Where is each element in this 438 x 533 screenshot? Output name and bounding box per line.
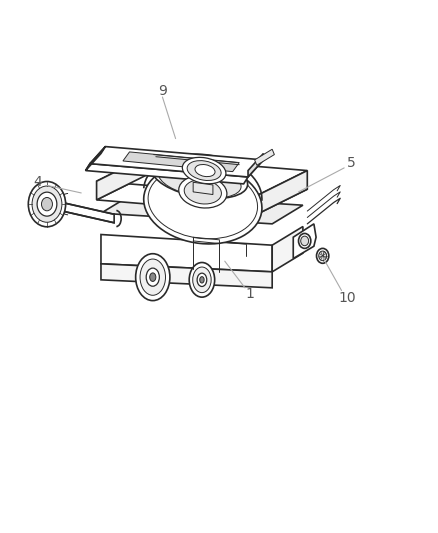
Ellipse shape <box>149 273 155 281</box>
Polygon shape <box>85 164 247 184</box>
Polygon shape <box>258 171 307 213</box>
Ellipse shape <box>184 180 221 204</box>
Polygon shape <box>123 152 239 172</box>
Polygon shape <box>293 224 315 259</box>
Ellipse shape <box>187 160 221 181</box>
Ellipse shape <box>194 165 215 176</box>
Text: 1: 1 <box>245 287 254 301</box>
Text: 10: 10 <box>337 292 355 305</box>
Ellipse shape <box>316 248 328 263</box>
Polygon shape <box>193 182 212 195</box>
Text: 9: 9 <box>158 84 166 98</box>
Ellipse shape <box>298 233 310 248</box>
Ellipse shape <box>37 192 57 216</box>
Polygon shape <box>96 157 145 200</box>
Ellipse shape <box>41 197 53 211</box>
Ellipse shape <box>178 176 226 208</box>
Ellipse shape <box>143 163 261 244</box>
Polygon shape <box>96 157 307 195</box>
Ellipse shape <box>182 157 226 184</box>
Ellipse shape <box>318 251 326 261</box>
Ellipse shape <box>152 156 247 198</box>
Ellipse shape <box>140 259 165 295</box>
Ellipse shape <box>300 236 308 246</box>
Ellipse shape <box>146 268 159 286</box>
Ellipse shape <box>199 277 204 283</box>
Polygon shape <box>272 227 302 272</box>
Ellipse shape <box>158 163 240 198</box>
Polygon shape <box>247 154 263 177</box>
Polygon shape <box>85 147 105 171</box>
Ellipse shape <box>135 254 170 301</box>
Polygon shape <box>254 149 274 165</box>
Text: 4: 4 <box>33 175 42 189</box>
Polygon shape <box>101 195 302 224</box>
Ellipse shape <box>192 267 211 293</box>
Ellipse shape <box>197 273 206 287</box>
Polygon shape <box>101 264 272 288</box>
Polygon shape <box>101 235 272 272</box>
Polygon shape <box>50 200 114 223</box>
Text: 5: 5 <box>346 156 355 169</box>
Ellipse shape <box>32 186 62 222</box>
Ellipse shape <box>189 263 214 297</box>
Polygon shape <box>90 147 263 177</box>
Ellipse shape <box>28 181 66 227</box>
Polygon shape <box>96 176 307 213</box>
